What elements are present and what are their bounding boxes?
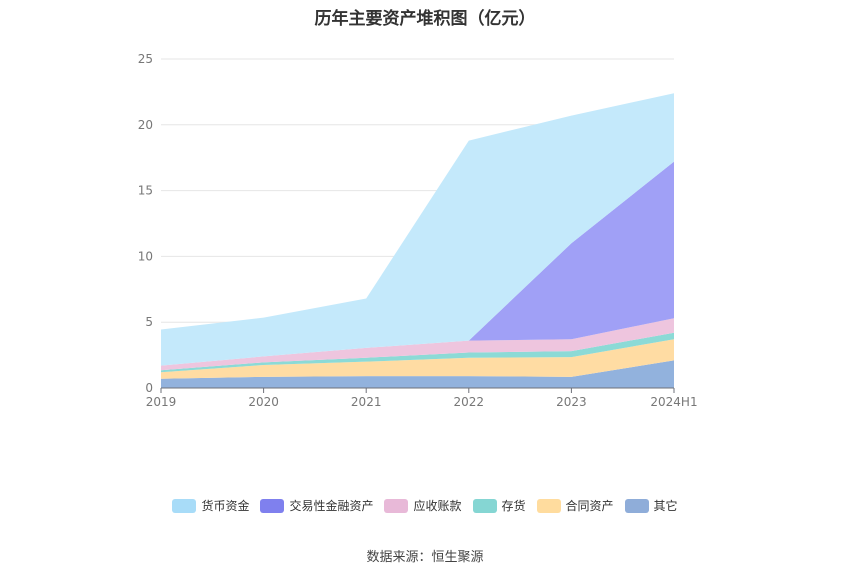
legend-swatch — [172, 498, 197, 513]
legend-swatch — [260, 498, 285, 513]
legend-label: 合同资产 — [565, 499, 614, 513]
legend-item-accounts-receivable[interactable]: 应收账款 — [384, 497, 462, 514]
x-tick-label: 2021 — [351, 395, 382, 409]
x-tick-label: 2019 — [146, 395, 177, 409]
legend-label: 交易性金融资产 — [289, 499, 374, 513]
legend-swatch — [384, 498, 409, 513]
y-tick-label: 5 — [145, 315, 153, 329]
x-tick-label: 2024H1 — [650, 395, 697, 409]
y-tick-label: 10 — [138, 249, 153, 263]
legend-label: 货币资金 — [201, 499, 250, 513]
y-tick-label: 0 — [145, 381, 153, 395]
area-合同资产 — [161, 339, 674, 379]
legend-item-other[interactable]: 其它 — [624, 497, 678, 514]
area-应收账款 — [161, 318, 674, 371]
y-tick-label: 20 — [138, 118, 153, 132]
legend-item-trading-financial-assets[interactable]: 交易性金融资产 — [260, 497, 373, 514]
legend-label: 应收账款 — [413, 499, 462, 513]
data-source: 数据来源：恒生聚源 — [366, 550, 484, 565]
y-tick-label: 25 — [138, 52, 153, 66]
x-tick-label: 2022 — [454, 395, 485, 409]
x-tick-label: 2020 — [248, 395, 279, 409]
x-tick-label: 2023 — [556, 395, 587, 409]
legend-swatch — [536, 498, 561, 513]
legend-item-inventory[interactable]: 存货 — [472, 497, 526, 514]
area-货币资金 — [161, 93, 674, 366]
chart-title: 历年主要资产堆积图（亿元） — [314, 9, 536, 29]
legend-item-contract-assets[interactable]: 合同资产 — [536, 497, 614, 514]
legend-item-cash[interactable]: 货币资金 — [172, 497, 249, 514]
legend-swatch — [624, 498, 649, 513]
area-其它 — [161, 360, 674, 388]
legend-swatch — [472, 498, 497, 513]
legend-label: 其它 — [653, 499, 678, 513]
y-tick-label: 15 — [138, 184, 153, 198]
legend-label: 存货 — [501, 499, 526, 513]
legend: 货币资金 交易性金融资产 应收账款 存货 合同资产 其它 — [0, 497, 850, 514]
area-交易性金融资产 — [161, 161, 674, 366]
area-存货 — [161, 332, 674, 373]
